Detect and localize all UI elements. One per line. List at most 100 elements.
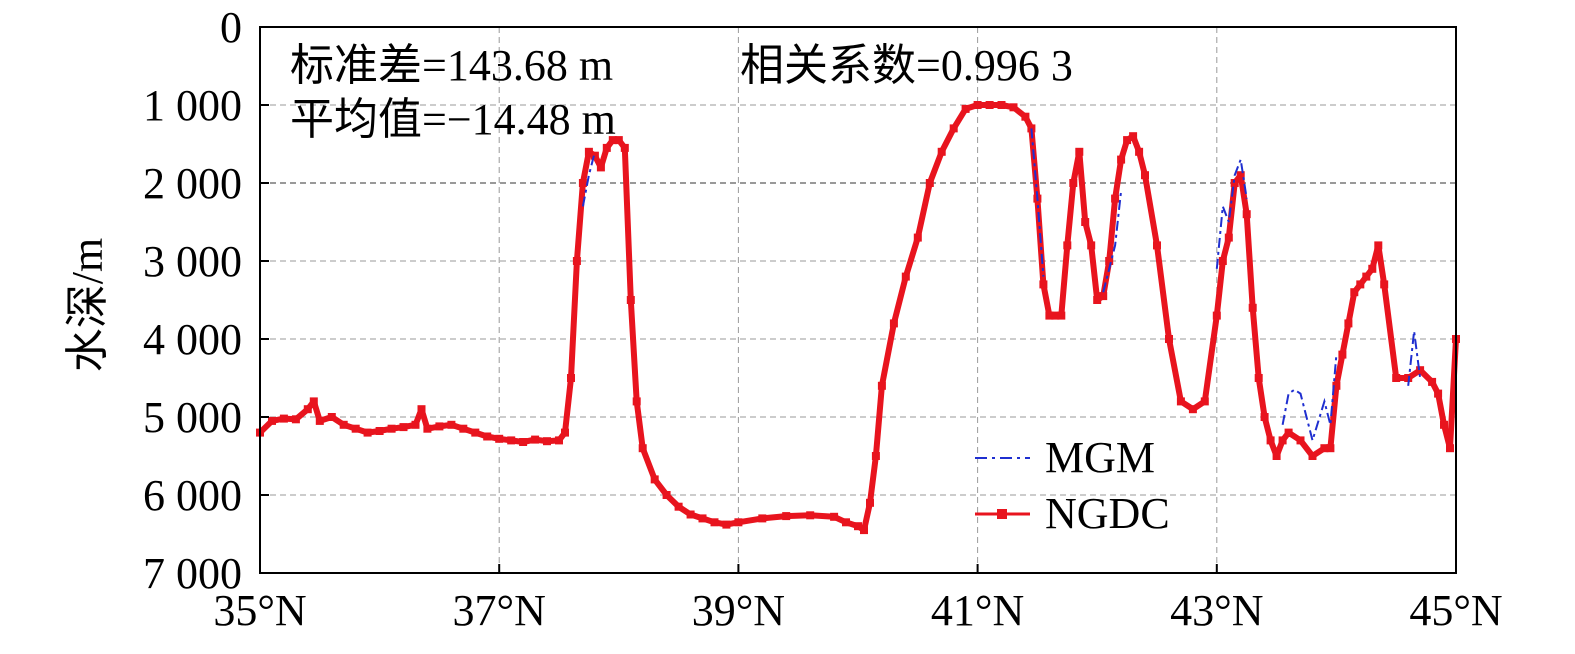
ngdc-point: [447, 420, 456, 429]
ngdc-point: [417, 405, 426, 414]
x-tick-label: 37°N: [453, 586, 546, 635]
legend: MGM NGDC: [975, 433, 1170, 538]
ngdc-point: [411, 420, 420, 429]
corr-annotation: 相关系数=0.996 3: [740, 41, 1073, 90]
ngdc-point: [1272, 452, 1281, 460]
ngdc-point: [1117, 155, 1126, 164]
series-mgm-segment-2: [1102, 190, 1123, 293]
ngdc-point: [1075, 147, 1084, 156]
ngdc-point: [584, 147, 593, 156]
ngdc-point: [662, 491, 671, 499]
ngdc-point: [602, 143, 611, 152]
ngdc-point: [877, 381, 886, 390]
ngdc-point: [1344, 319, 1353, 328]
ngdc-point: [698, 514, 707, 523]
ngdc-point: [710, 518, 719, 527]
series-mgm-segment-1: [1030, 128, 1045, 277]
plot-frame: [259, 26, 1457, 574]
ngdc-point: [1350, 288, 1359, 297]
ngdc-point: [1320, 444, 1329, 453]
ngdc-point: [1105, 257, 1114, 265]
ngdc-point: [854, 522, 862, 531]
y-tick-label: 0: [220, 3, 242, 52]
ngdc-point: [1362, 272, 1371, 281]
std-annotation: 标准差=143.68 m: [290, 41, 613, 90]
ngdc-point: [1248, 303, 1257, 312]
ngdc-point: [889, 319, 898, 328]
ngdc-point: [866, 498, 874, 507]
legend-ngdc-marker: [997, 509, 1007, 519]
ngdc-point: [567, 374, 575, 382]
ngdc-point: [806, 511, 815, 520]
ngdc-point: [561, 428, 569, 437]
ngdc-point: [423, 424, 432, 433]
ngdc-point: [387, 424, 396, 433]
ngdc-point: [1230, 179, 1239, 187]
ngdc-point: [291, 415, 300, 424]
tick-labels: 35°N 37°N 39°N 41°N 43°N 45°N 0 1 000 2 000 3 000…: [143, 3, 1503, 635]
y-tick-label: 2 000: [143, 159, 242, 208]
y-axis-label: 水深/m: [63, 238, 112, 372]
ngdc-point: [1057, 311, 1066, 320]
ngdc-point: [1045, 311, 1054, 320]
series-mgm-segment-5: [1407, 331, 1422, 386]
ngdc-point: [1326, 444, 1335, 453]
ngdc-point: [614, 136, 623, 145]
ngdc-point: [459, 424, 468, 433]
ngdc-point: [1446, 444, 1454, 453]
series-mgm-segment-4: [1281, 354, 1338, 445]
ngdc-point: [1200, 397, 1209, 406]
x-tick-label: 41°N: [931, 586, 1024, 635]
ngdc-point: [495, 434, 504, 443]
ngdc-point: [339, 420, 348, 429]
ngdc-point: [363, 428, 372, 437]
ngdc-point: [1051, 311, 1060, 320]
ngdc-point: [937, 147, 946, 156]
ngdc-point: [1224, 233, 1233, 242]
ngdc-point: [1308, 452, 1317, 460]
ngdc-point: [842, 518, 850, 527]
ngdc-point: [632, 397, 641, 406]
x-tick-label: 45°N: [1409, 586, 1502, 635]
ngdc-point: [1260, 413, 1269, 421]
ngdc-point: [351, 424, 360, 433]
ngdc-point: [572, 257, 581, 265]
ngdc-point: [1434, 389, 1443, 398]
ngdc-point: [1236, 171, 1245, 180]
ngdc-point: [1176, 397, 1185, 406]
ngdc-point: [1069, 179, 1078, 187]
ngdc-point: [1141, 171, 1149, 180]
ngdc-point: [1039, 280, 1048, 289]
ngdc-point: [1153, 241, 1161, 250]
ngdc-point: [674, 502, 683, 511]
ngdc-point: [734, 518, 743, 527]
ngdc-point: [1135, 147, 1144, 156]
ngdc-point: [758, 514, 767, 523]
ngdc-point: [375, 427, 384, 435]
ngdc-point: [1218, 257, 1227, 265]
x-tick-label: 43°N: [1170, 586, 1263, 635]
ngdc-point: [1392, 374, 1401, 382]
ngdc-point: [555, 436, 563, 445]
ngdc-point: [1278, 436, 1287, 445]
legend-ngdc-label: NGDC: [1045, 489, 1170, 538]
ngdc-point: [901, 272, 910, 281]
ngdc-point: [1338, 350, 1347, 359]
ngdc-point: [973, 101, 982, 109]
ngdc-point: [1380, 280, 1389, 289]
ngdc-point: [507, 436, 516, 445]
y-tick-label: 5 000: [143, 393, 242, 442]
ngdc-point: [519, 438, 528, 446]
x-tick-label: 35°N: [213, 586, 306, 635]
ngdc-point: [1021, 112, 1030, 121]
series-mgm-segment-3: [1215, 155, 1248, 269]
ngdc-point: [578, 179, 587, 187]
ngdc-point: [925, 179, 934, 187]
ngdc-point: [860, 526, 868, 535]
ngdc-point: [399, 423, 408, 432]
ngdc-point: [1428, 377, 1437, 386]
ngdc-point: [871, 452, 880, 460]
ngdc-point: [650, 475, 659, 484]
ngdc-point: [315, 416, 324, 425]
